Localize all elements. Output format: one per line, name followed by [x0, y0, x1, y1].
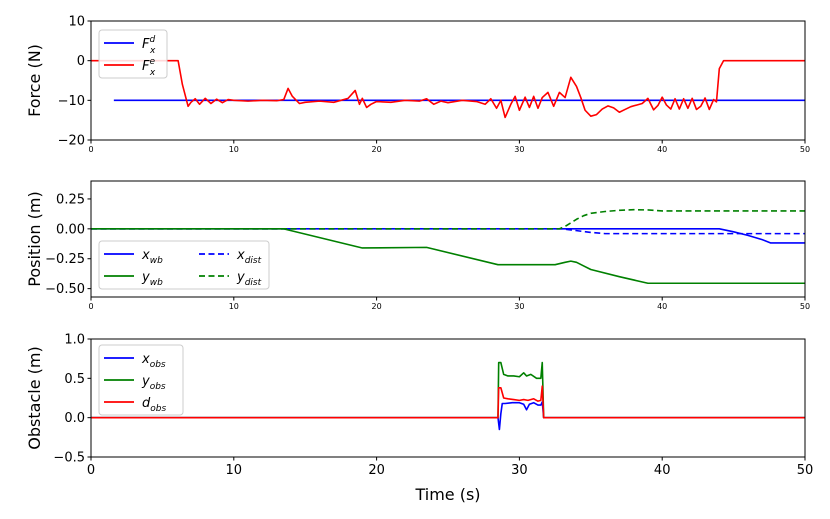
legend-label: Fe x: [142, 57, 156, 78]
force-panel: 0 10 20 30 40 50 10 0 −10 −20 Force (N) Fd xFe x: [25, 15, 810, 155]
series-line-y-wb: [91, 228, 805, 285]
y-tick-label: 10: [68, 15, 85, 30]
y-tick-label: 0.5: [64, 372, 85, 387]
x-tick-label: 50: [800, 145, 810, 154]
series-line-f-x-e: [91, 59, 805, 119]
x-tick-label: 30: [514, 302, 524, 311]
x-tick-label: 20: [372, 145, 382, 154]
legend-label: xwb: [141, 248, 163, 266]
y-tick-label: −0.50: [45, 282, 85, 297]
x-tick-label: 10: [229, 145, 239, 154]
x-tick-label: 10: [229, 302, 239, 311]
series-line-d-obs: [91, 385, 805, 419]
y-tick-label: 0.0: [64, 411, 85, 426]
legend: Fd xFe x: [98, 29, 168, 79]
axes-frame: [90, 20, 806, 141]
y-axis-label: Force (N): [25, 44, 44, 117]
x-tick-label: 0: [87, 463, 95, 478]
y-tick-label: −0.5: [53, 451, 85, 466]
x-tick-label: 20: [372, 302, 382, 311]
legend-label: xobs: [141, 352, 166, 370]
x-tick-label: 20: [368, 463, 385, 478]
legend-label: dobs: [142, 396, 166, 414]
x-tick-label: 40: [657, 302, 667, 311]
axes-frame: [90, 180, 806, 298]
x-axis-label: Time (s): [414, 485, 480, 504]
legend-label: ydist: [236, 270, 262, 288]
legend-label: Fd x: [142, 35, 156, 56]
legend-label: xdist: [236, 248, 262, 266]
x-tick-label: 10: [226, 463, 243, 478]
y-axis-label: Position (m): [25, 191, 44, 286]
obstacle-panel: 0 10 20 30 40 50 1.0 0.5 0.0 −0.5 Obstacle (m) xobs…: [25, 333, 813, 479]
x-tick-label: 30: [514, 145, 524, 154]
y-axis-label: Obstacle (m): [25, 346, 44, 449]
x-tick-label: 40: [657, 145, 667, 154]
x-tick-label: 40: [654, 463, 671, 478]
y-tick-label: 0: [77, 54, 85, 69]
series-line-x-obs: [91, 401, 805, 431]
y-tick-label: −0.25: [45, 252, 85, 267]
series-line-y-dist: [91, 208, 805, 230]
y-tick-label: 1.0: [64, 333, 85, 348]
legend: xobs yobs dobs: [98, 344, 184, 416]
x-tick-label: 0: [88, 145, 93, 154]
x-tick-label: 30: [511, 463, 528, 478]
x-tick-label: 50: [797, 463, 814, 478]
legend-label: ywb: [141, 270, 163, 288]
series-line-y-obs: [91, 361, 805, 419]
y-tick-label: 0.25: [56, 192, 85, 207]
y-tick-label: −20: [58, 134, 85, 149]
y-tick-label: 0.00: [56, 222, 85, 237]
x-tick-label: 50: [800, 302, 810, 311]
legend-label: yobs: [141, 374, 166, 392]
x-tick-label: 0: [88, 302, 93, 311]
series-group: [91, 59, 805, 119]
legend: xwb ywb xdist ydist: [98, 240, 270, 290]
y-tick-label: −10: [58, 94, 85, 109]
series-group: [91, 361, 805, 431]
axes-frame: [90, 338, 806, 458]
series-group: [91, 208, 805, 285]
series-line-x-wb: [91, 228, 805, 244]
